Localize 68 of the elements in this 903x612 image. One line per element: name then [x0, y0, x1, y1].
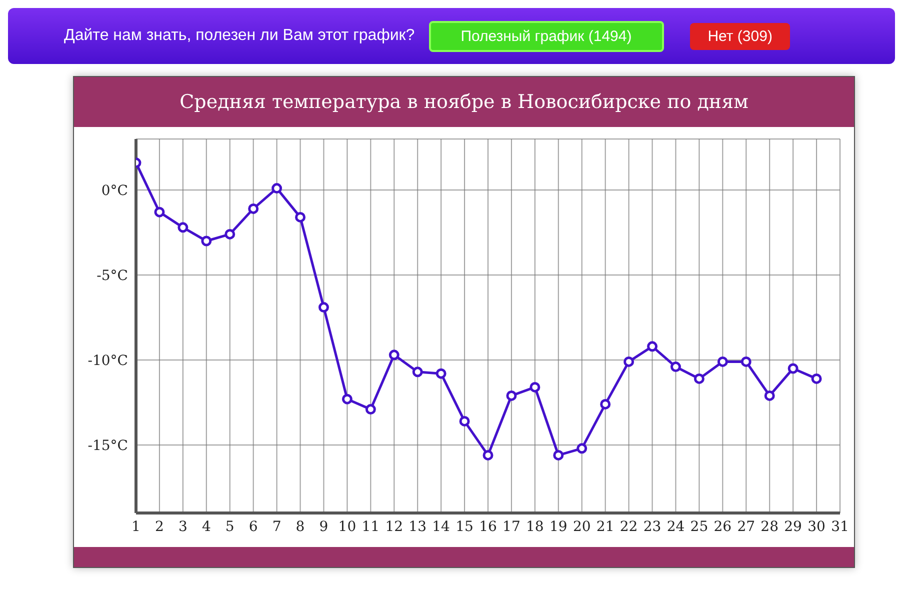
- x-tick-label: 2: [155, 518, 164, 535]
- x-tick-label: 9: [319, 518, 328, 535]
- x-tick-label: 26: [714, 518, 732, 535]
- point: [459, 416, 470, 426]
- point: [694, 373, 704, 384]
- point: [224, 228, 236, 240]
- point: [412, 366, 423, 378]
- point: [365, 404, 376, 415]
- point: [788, 363, 798, 374]
- x-tick-label: 11: [362, 518, 380, 535]
- x-tick-label: 3: [178, 518, 188, 535]
- y-tick-label: 0°C: [101, 182, 128, 199]
- x-tick-label: 21: [596, 518, 614, 535]
- x-tick-label: 30: [808, 518, 826, 535]
- x-tick-label: 14: [432, 518, 450, 535]
- point: [576, 443, 588, 454]
- x-tick-label: 6: [248, 518, 258, 535]
- point: [178, 222, 188, 233]
- x-tick-label: 8: [296, 518, 305, 535]
- x-tick-label: 10: [338, 518, 356, 535]
- y-tick-label: -15°C: [88, 438, 128, 454]
- x-tick-label: 31: [831, 518, 849, 535]
- point: [553, 450, 564, 460]
- x-tick-label: 13: [408, 518, 427, 535]
- x-tick-label: 4: [202, 518, 211, 535]
- point: [482, 450, 494, 460]
- text: Дайте нам знать, полезен ли Вам этот график?: [64, 27, 415, 45]
- x-tick-label: 18: [526, 518, 544, 535]
- x-tick-label: 24: [666, 518, 685, 535]
- point: [248, 203, 259, 214]
- point: [530, 382, 540, 392]
- point: [388, 350, 400, 360]
- x-tick-label: 29: [784, 518, 802, 535]
- point: [318, 302, 329, 313]
- point: [201, 236, 212, 246]
- x-tick-label: 1: [132, 518, 140, 535]
- y-tick-label: -5°C: [96, 268, 128, 284]
- x-tick-label: 20: [572, 518, 591, 535]
- x-tick-label: 12: [385, 518, 404, 535]
- x-tick-label: 27: [737, 518, 756, 535]
- text: Нет (309): [690, 22, 790, 50]
- point: [506, 390, 517, 401]
- point: [154, 206, 165, 218]
- x-tick-label: 28: [760, 518, 779, 535]
- point: [717, 356, 728, 367]
- point: [670, 362, 681, 372]
- point: [600, 398, 611, 410]
- x-tick-label: 7: [272, 518, 282, 535]
- x-tick-label: 5: [225, 518, 234, 535]
- point: [436, 368, 446, 379]
- point: [740, 356, 752, 367]
- x-tick-label: 19: [549, 518, 568, 535]
- x-tick-label: 15: [456, 518, 474, 535]
- chart-title: Средняя температура в ноябре в Новосибирске по дням: [74, 77, 854, 127]
- point: [624, 356, 634, 367]
- x-tick-label: 16: [479, 518, 497, 535]
- x-tick-label: 22: [620, 518, 638, 535]
- x-tick-label: 25: [690, 518, 708, 535]
- point: [811, 373, 822, 384]
- point: [342, 394, 352, 404]
- point: [764, 390, 775, 401]
- text: Полезный график (1494): [428, 20, 664, 52]
- x-tick-label: 23: [643, 518, 662, 535]
- point: [647, 341, 658, 352]
- y-tick-label: -10°C: [88, 352, 128, 369]
- point: [295, 212, 306, 222]
- x-tick-label: 17: [502, 518, 520, 535]
- point: [272, 183, 282, 194]
